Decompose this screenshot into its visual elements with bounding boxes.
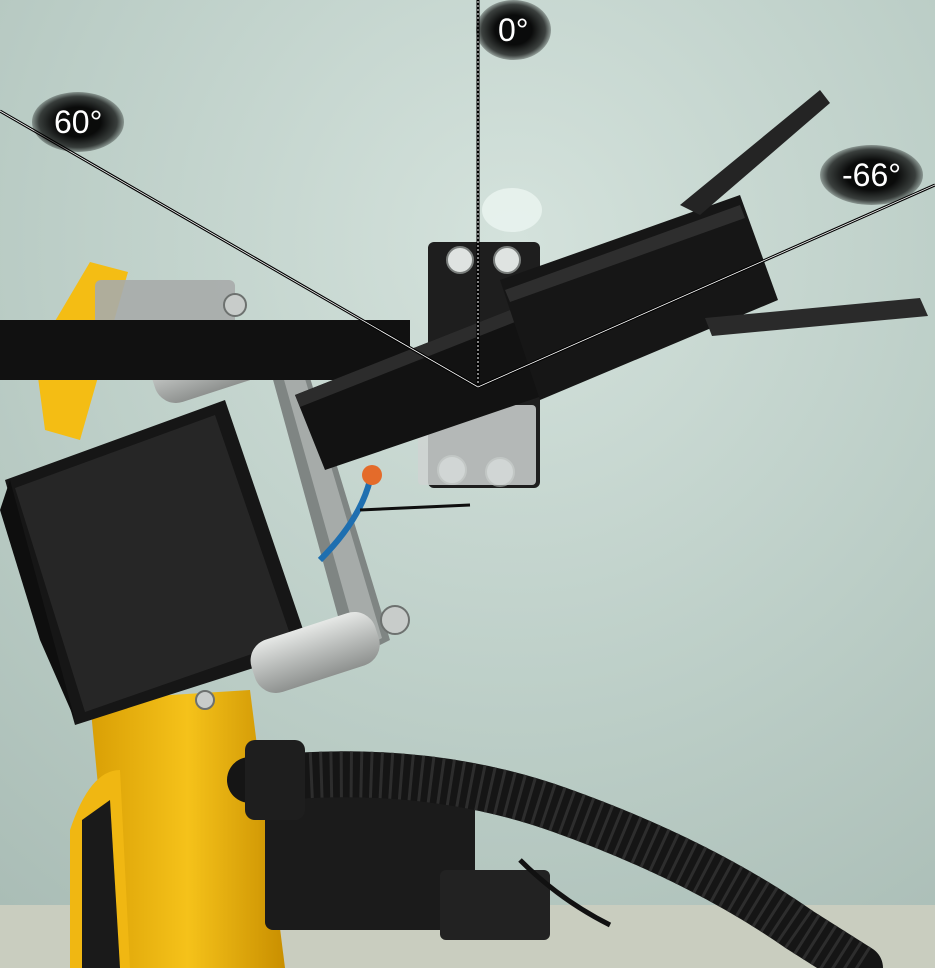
base-column: [90, 690, 285, 968]
gripper-housing: [500, 195, 778, 400]
bracket-screw: [493, 246, 521, 274]
connector-plug: [440, 870, 550, 940]
rear-bar: [0, 320, 410, 380]
forearm-bar: [295, 310, 545, 470]
angle-label-60: 60°: [32, 92, 125, 152]
reference-line-60-inner: [0, 110, 479, 388]
corrugated-hose: [227, 751, 883, 968]
screw-head: [223, 293, 247, 317]
screw-head: [380, 605, 410, 635]
base-disc-shadow: [82, 800, 120, 968]
screw-head: [195, 690, 215, 710]
servo-side: [0, 480, 75, 720]
light-glare: [482, 188, 542, 232]
gripper-housing-highlight: [505, 205, 745, 302]
gripper-finger-lower: [705, 298, 928, 336]
angle-label-0: 0°: [476, 0, 551, 60]
tube-fitting: [362, 465, 382, 485]
bracket-screw: [446, 246, 474, 274]
pneumatic-tube: [317, 479, 373, 563]
hose-fitting: [245, 740, 305, 820]
angle-label-minus-66: -66°: [820, 145, 924, 205]
cable-wire: [518, 858, 612, 928]
servo-motor-face: [15, 415, 292, 712]
wire: [359, 503, 471, 512]
gripper-finger-upper: [680, 90, 830, 215]
connector-block: [265, 780, 475, 930]
forearm-bar-top: [295, 310, 515, 407]
reference-line-neg66-inner: [477, 184, 935, 388]
bottom-standoff: [250, 611, 380, 693]
side-plate-edge: [270, 330, 382, 650]
